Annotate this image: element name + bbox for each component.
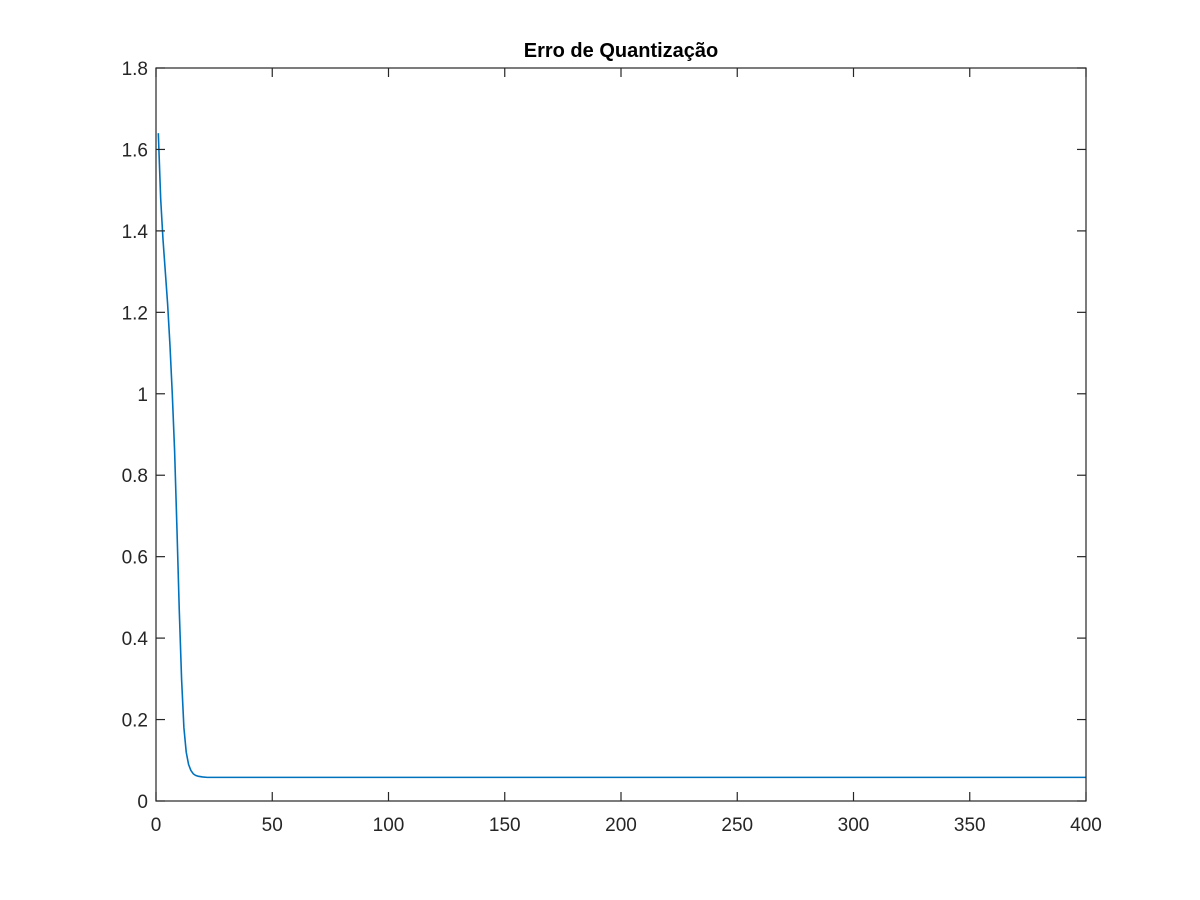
y-tick-label: 0 [137,792,148,813]
x-tick-label: 250 [721,815,753,836]
x-tick-label: 50 [262,815,283,836]
x-tick-label: 200 [605,815,637,836]
y-tick-label: 1.8 [122,59,148,80]
y-tick-label: 1.4 [122,222,149,243]
y-tick-label: 1 [137,385,148,406]
x-tick-label: 400 [1070,815,1102,836]
x-tick-label: 100 [373,815,405,836]
x-tick-label: 300 [838,815,870,836]
series-line-1 [157,133,1086,779]
chart-title: Erro de Quantização [524,40,719,62]
axes-box [155,67,1087,802]
y-tick-label: 0.6 [122,548,148,569]
x-tick-label: 150 [489,815,521,836]
y-tick-label: 0.4 [122,629,149,650]
plot-area: 0 50 100 150 200 250 300 350 400 0 0.2 0.4 0.6 0.8 1 1.… [122,59,1102,836]
x-tick-label: 0 [151,815,162,836]
y-tick-label: 1.2 [122,303,148,324]
y-tick-label: 0.2 [122,711,148,732]
y-tick-label: 1.6 [122,140,148,161]
x-tick-label: 350 [954,815,986,836]
y-tick-label: 0.8 [122,466,148,487]
